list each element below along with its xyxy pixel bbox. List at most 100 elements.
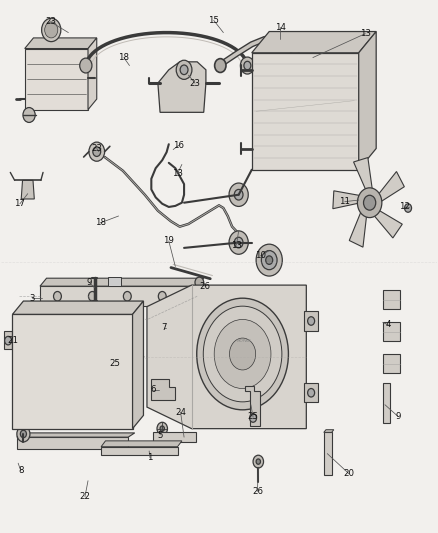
Circle shape xyxy=(163,325,168,331)
Polygon shape xyxy=(12,301,144,314)
Polygon shape xyxy=(4,332,12,349)
Circle shape xyxy=(160,426,164,431)
Text: 13: 13 xyxy=(231,241,242,250)
Text: 23: 23 xyxy=(190,78,201,87)
Text: 7: 7 xyxy=(161,323,166,332)
Circle shape xyxy=(214,319,271,389)
Circle shape xyxy=(229,183,248,206)
Polygon shape xyxy=(25,49,88,110)
Circle shape xyxy=(5,336,12,345)
Polygon shape xyxy=(324,430,334,432)
Circle shape xyxy=(158,292,166,301)
Polygon shape xyxy=(359,31,376,169)
Text: 5: 5 xyxy=(157,431,163,440)
Bar xyxy=(152,432,196,442)
Polygon shape xyxy=(353,158,372,190)
Circle shape xyxy=(203,306,282,402)
Polygon shape xyxy=(12,314,133,429)
Circle shape xyxy=(195,277,204,288)
Polygon shape xyxy=(252,31,376,53)
Bar xyxy=(324,432,332,475)
Polygon shape xyxy=(147,285,306,429)
Text: 6: 6 xyxy=(150,385,155,394)
Circle shape xyxy=(176,60,192,79)
Text: 3: 3 xyxy=(29,294,35,303)
Text: 9: 9 xyxy=(87,278,92,287)
Circle shape xyxy=(256,244,283,276)
Text: MOPAR: MOPAR xyxy=(237,338,252,343)
Circle shape xyxy=(234,237,243,248)
Circle shape xyxy=(80,58,92,73)
Circle shape xyxy=(250,414,257,422)
Circle shape xyxy=(241,58,254,73)
Circle shape xyxy=(93,147,101,157)
Circle shape xyxy=(229,231,248,254)
Text: 9: 9 xyxy=(396,412,401,421)
Circle shape xyxy=(244,61,251,70)
Circle shape xyxy=(53,292,61,301)
Polygon shape xyxy=(133,301,144,429)
Polygon shape xyxy=(17,433,135,437)
Circle shape xyxy=(230,338,256,370)
Text: 26: 26 xyxy=(252,487,263,496)
Polygon shape xyxy=(378,172,404,202)
Circle shape xyxy=(180,65,188,75)
Text: 24: 24 xyxy=(175,408,186,417)
Circle shape xyxy=(42,18,61,42)
Polygon shape xyxy=(252,53,359,169)
Circle shape xyxy=(364,195,376,210)
Circle shape xyxy=(307,317,314,325)
Text: 25: 25 xyxy=(247,413,258,422)
Circle shape xyxy=(240,57,254,74)
Polygon shape xyxy=(40,286,197,306)
Text: 20: 20 xyxy=(343,470,355,478)
Circle shape xyxy=(266,256,273,264)
Polygon shape xyxy=(333,191,360,209)
Text: 23: 23 xyxy=(46,18,57,27)
Circle shape xyxy=(157,422,167,435)
Polygon shape xyxy=(383,322,400,341)
Circle shape xyxy=(88,292,96,301)
Circle shape xyxy=(300,56,312,70)
Polygon shape xyxy=(40,278,204,286)
Text: 25: 25 xyxy=(110,359,120,368)
Text: 23: 23 xyxy=(91,144,102,153)
Circle shape xyxy=(159,320,172,335)
Circle shape xyxy=(20,430,26,438)
Circle shape xyxy=(45,22,58,38)
Polygon shape xyxy=(383,354,400,373)
Polygon shape xyxy=(25,38,97,49)
Polygon shape xyxy=(101,441,182,447)
Polygon shape xyxy=(21,180,34,199)
Bar xyxy=(108,277,121,286)
Circle shape xyxy=(124,292,131,301)
Text: 10: 10 xyxy=(255,252,266,260)
Polygon shape xyxy=(245,386,261,426)
Text: 18: 18 xyxy=(95,219,106,228)
Polygon shape xyxy=(151,379,175,400)
Bar xyxy=(101,447,177,455)
Circle shape xyxy=(261,251,277,270)
Text: 14: 14 xyxy=(275,23,286,32)
Circle shape xyxy=(253,455,264,468)
Polygon shape xyxy=(158,62,206,112)
Text: 13: 13 xyxy=(360,29,371,38)
Bar xyxy=(17,437,128,449)
Circle shape xyxy=(234,189,243,200)
Circle shape xyxy=(307,389,314,397)
Text: 15: 15 xyxy=(208,16,219,25)
Text: 18: 18 xyxy=(118,53,129,62)
Circle shape xyxy=(215,59,226,72)
Text: 12: 12 xyxy=(399,203,410,212)
Text: 19: 19 xyxy=(163,237,174,246)
Text: 11: 11 xyxy=(339,197,350,206)
Text: 4: 4 xyxy=(385,320,391,329)
Circle shape xyxy=(357,188,382,217)
Circle shape xyxy=(23,108,35,123)
Bar xyxy=(304,311,318,330)
Text: 1: 1 xyxy=(147,454,153,463)
Polygon shape xyxy=(88,38,97,110)
Text: 8: 8 xyxy=(18,466,24,475)
Text: 21: 21 xyxy=(7,336,18,345)
Text: 26: 26 xyxy=(200,281,211,290)
